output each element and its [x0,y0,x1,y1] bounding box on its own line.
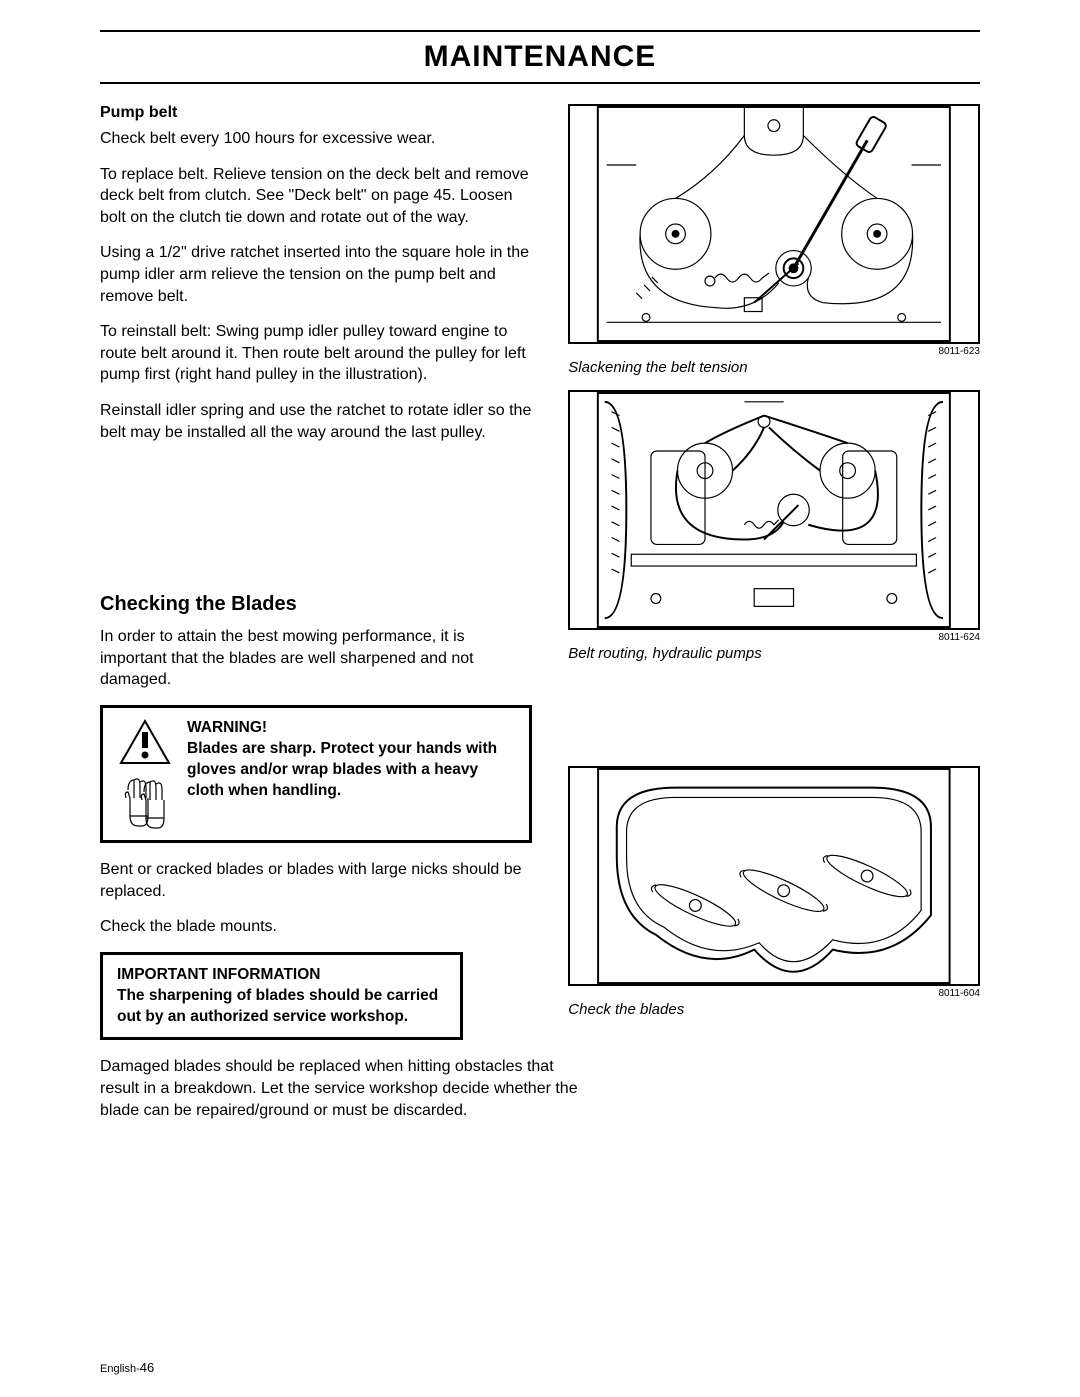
right-column: 8011-623 Slackening the belt tension [568,104,980,1135]
figure-code: 8011-623 [568,346,980,357]
page-footer: English-46 [100,1360,154,1375]
warning-text: WARNING! Blades are sharp. Protect your … [187,718,517,830]
gloves-icon [118,772,172,830]
paragraph: Bent or cracked blades or blades with la… [100,859,532,902]
warning-box: WARNING! Blades are sharp. Protect your … [100,705,532,843]
paragraph: In order to attain the best mowing perfo… [100,626,532,691]
pump-belt-heading: Pump belt [100,104,532,122]
left-column: Pump belt Check belt every 100 hours for… [100,104,532,1135]
figure-caption: Belt routing, hydraulic pumps [568,645,980,662]
checking-blades-heading: Checking the Blades [100,593,532,616]
figure-code: 8011-604 [568,988,980,999]
figure-caption: Check the blades [568,1001,980,1018]
paragraph: Using a 1/2" drive ratchet inserted into… [100,242,532,307]
warning-icons [115,718,175,830]
figure-code: 8011-624 [568,632,980,643]
figure-caption: Slackening the belt tension [568,359,980,376]
top-rule [100,30,980,32]
paragraph: Reinstall idler spring and use the ratch… [100,400,532,443]
warning-title: WARNING! [187,718,517,739]
paragraph: Check the blade mounts. [100,916,532,938]
under-title-rule [100,82,980,84]
info-body: The sharpening of blades should be carri… [117,986,446,1028]
paragraph: To reinstall belt: Swing pump idler pull… [100,321,532,386]
paragraph: To replace belt. Relieve tension on the … [100,164,532,229]
figure-slackening-belt [568,104,980,344]
warning-body: Blades are sharp. Protect your hands wit… [187,739,517,802]
page-title: MAINTENANCE [60,40,1020,74]
info-title: IMPORTANT INFORMATION [117,965,446,986]
two-column-layout: Pump belt Check belt every 100 hours for… [60,104,1020,1135]
paragraph: Damaged blades should be replaced when h… [100,1056,597,1121]
figure-check-blades [568,766,980,986]
footer-lang: English- [100,1363,140,1375]
warning-triangle-icon [118,718,172,766]
paragraph: Check belt every 100 hours for excessive… [100,128,532,150]
figure-belt-routing [568,390,980,630]
important-info-box: IMPORTANT INFORMATION The sharpening of … [100,952,463,1041]
footer-page-number: 46 [140,1360,154,1375]
